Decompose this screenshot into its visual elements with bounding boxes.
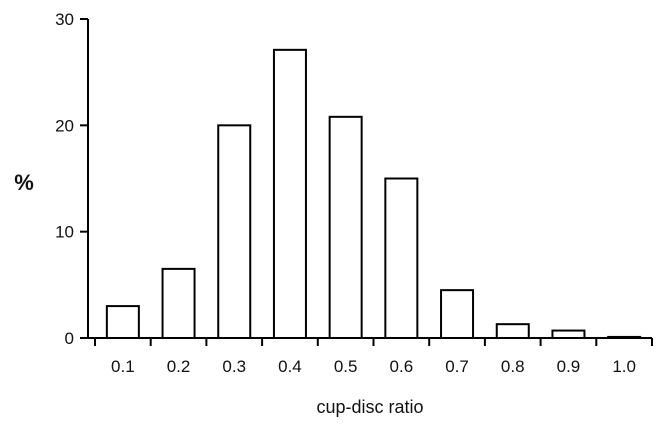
bar-0.2 [161, 267, 196, 339]
x-tick-label: 0.8 [501, 357, 525, 376]
y-tick-label: 0 [65, 329, 74, 348]
x-tick-label: 1.0 [612, 357, 636, 376]
bar-0.8 [495, 323, 530, 339]
bars [105, 48, 642, 340]
x-tick-label: 0.1 [111, 357, 135, 376]
y-tick-label: 20 [55, 116, 74, 135]
bar-0.7 [440, 289, 475, 339]
bar-0.1 [105, 305, 140, 340]
bar-0.3 [217, 124, 252, 340]
y-axis-title: % [14, 170, 34, 195]
x-tick-label: 0.6 [390, 357, 414, 376]
y-tick-labels: 0 10 20 30 [55, 10, 74, 348]
y-axis [80, 18, 89, 339]
x-tick-label: 0.5 [334, 357, 358, 376]
x-tick-label: 0.7 [445, 357, 469, 376]
y-tick-label: 30 [55, 10, 74, 29]
bar-0.9 [551, 329, 586, 340]
bar-0.4 [272, 48, 307, 339]
x-tick-label: 0.9 [557, 357, 581, 376]
x-tick-label: 0.3 [222, 357, 246, 376]
bar-0.5 [328, 115, 363, 340]
x-tick-label: 0.4 [278, 357, 302, 376]
x-axis-title: cup-disc ratio [316, 397, 423, 417]
x-axis [88, 337, 653, 346]
bar-1.0 [607, 335, 642, 340]
y-tick-label: 10 [55, 223, 74, 242]
x-tick-labels: 0.1 0.2 0.3 0.4 0.5 0.6 0.7 0.8 0.9 1.0 [111, 357, 636, 376]
bar-0.6 [384, 177, 419, 339]
x-tick-label: 0.2 [167, 357, 191, 376]
